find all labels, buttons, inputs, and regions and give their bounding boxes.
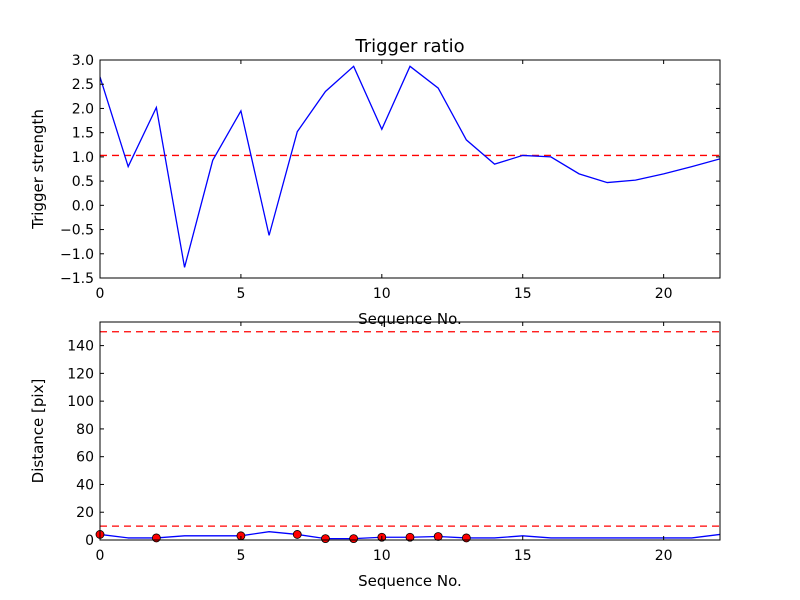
y-tick-label: 0.5	[72, 174, 94, 190]
y-axis-label: Trigger strength	[29, 109, 47, 230]
y-tick-label: 0	[85, 533, 94, 549]
x-tick-label: 15	[514, 286, 532, 302]
axes-frame	[99, 59, 721, 279]
y-tick-label: 3.0	[72, 53, 94, 69]
y-tick-label: 60	[76, 450, 94, 466]
data-point-marker	[292, 530, 302, 539]
chart-1: 0 5 10 15 20 −1.5 −1.0 −0.5 0.0 0.5 1.0 1.5 2.0 2.5 3.…	[29, 36, 721, 328]
x-tick-label: 0	[96, 548, 105, 564]
chart-title: Trigger ratio	[354, 36, 464, 57]
data-point-marker	[349, 534, 359, 544]
y-axis-label: Distance [pix]	[29, 379, 47, 484]
x-axis-label: Sequence No.	[358, 310, 462, 328]
plot-area	[100, 65, 720, 268]
y-tick-label: 2.0	[72, 101, 94, 117]
y-tick-label: 40	[76, 477, 94, 493]
data-point-marker	[461, 533, 471, 543]
data-point-marker	[405, 532, 415, 542]
data-point-marker	[151, 533, 161, 543]
y-tick-label: 20	[76, 505, 94, 521]
plot-area	[100, 331, 720, 540]
axes-frame	[99, 321, 721, 541]
x-tick-label: 10	[373, 286, 391, 302]
x-tick-label: 0	[96, 286, 105, 302]
data-point-marker	[433, 532, 443, 541]
x-tick-label: 10	[373, 548, 391, 564]
x-tick-label: 20	[655, 548, 673, 564]
y-tick-label: 120	[67, 366, 94, 382]
x-tick-label: 20	[655, 286, 673, 302]
x-tick-label: 5	[236, 286, 245, 302]
y-tick-label: −0.5	[60, 223, 94, 239]
y-tick-label: 0.0	[72, 198, 94, 214]
chart-2: 0 5 10 15 20 0 20 40 60 80 100 120 140 Sequence No. Di…	[29, 321, 721, 590]
y-tick-label: 2.5	[72, 77, 94, 93]
x-tick-label: 15	[514, 548, 532, 564]
y-tick-label: 80	[76, 422, 94, 438]
chart-panels: 0 5 10 15 20 −1.5 −1.0 −0.5 0.0 0.5 1.0 1.5 2.0 2.5 3.…	[29, 36, 721, 590]
y-tick-label: 140	[67, 339, 94, 355]
series-line-1	[100, 65, 720, 268]
data-point-marker	[321, 534, 330, 544]
y-tick-label: 100	[67, 394, 94, 410]
y-tick-label: −1.0	[60, 247, 94, 263]
x-axis-label: Sequence No.	[358, 572, 462, 590]
x-tick-label: 5	[236, 548, 245, 564]
y-tick-label: −1.5	[60, 271, 94, 287]
y-tick-label: 1.0	[72, 150, 94, 166]
y-tick-label: 1.5	[72, 126, 94, 142]
